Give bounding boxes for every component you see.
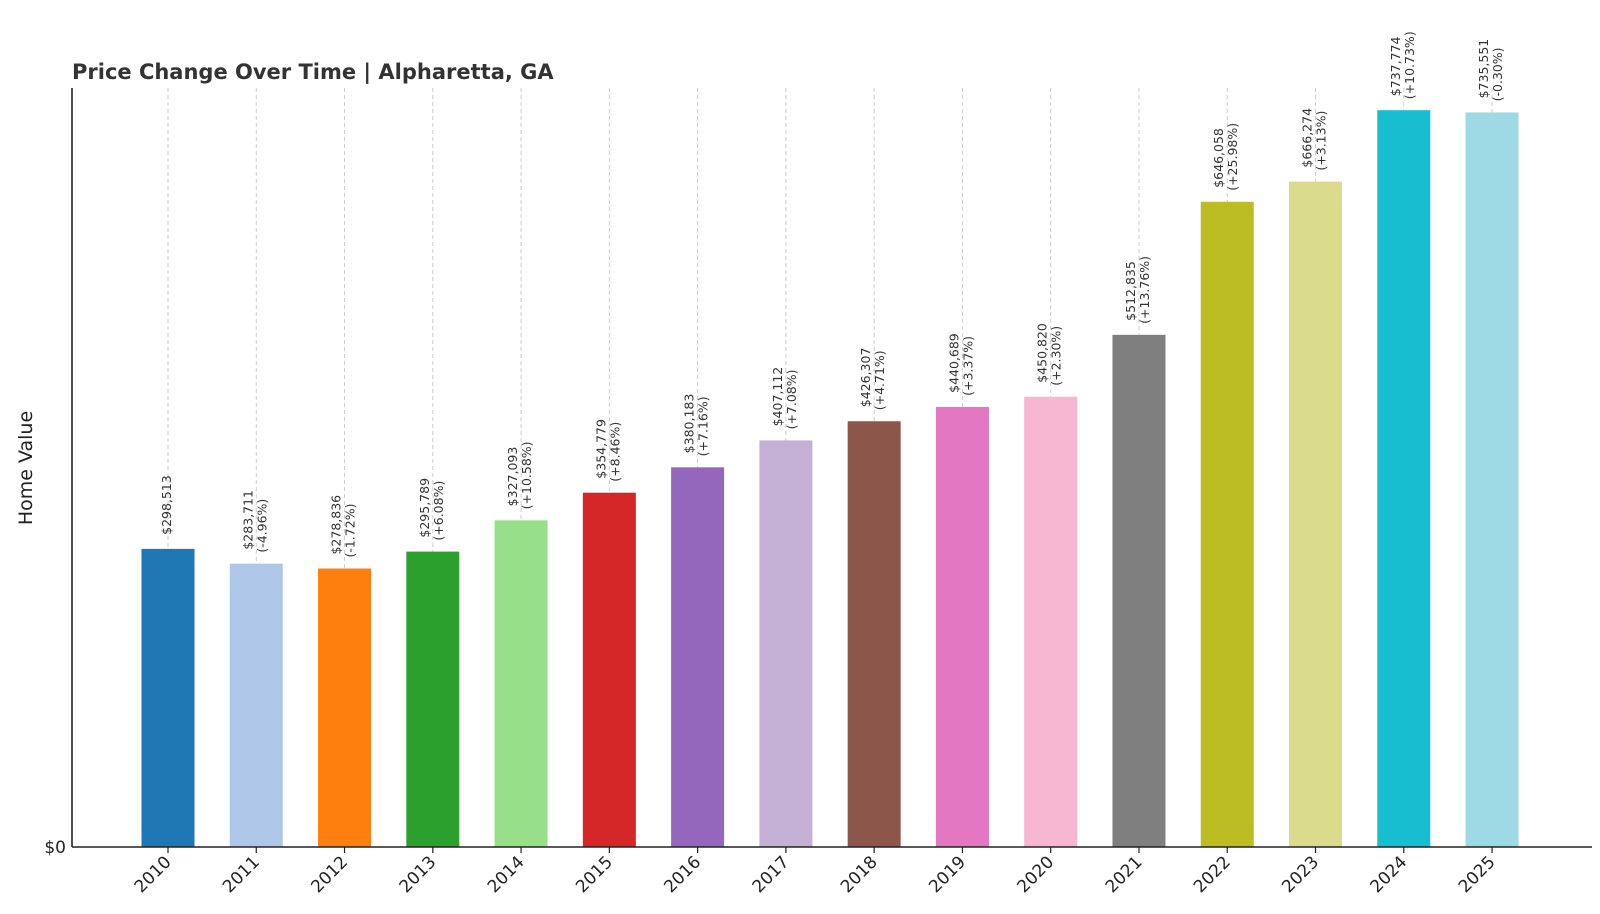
x-tick-label-2020: 2020	[1013, 852, 1058, 897]
x-tick-label-2016: 2016	[660, 852, 705, 897]
value-label-2014: $327,093	[505, 447, 520, 507]
value-label-2015: $354,779	[593, 419, 608, 479]
change-label-2024: (+10.73%)	[1402, 31, 1417, 99]
x-tick-label-2015: 2015	[572, 852, 617, 897]
bar-2024	[1377, 110, 1431, 847]
x-tick-label-2019: 2019	[925, 852, 970, 897]
change-label-2022: (+25.98%)	[1225, 123, 1240, 191]
change-label-2018: (+4.71%)	[872, 350, 887, 410]
change-label-2017: (+7.08%)	[784, 369, 799, 429]
change-label-2014: (+10.58%)	[519, 441, 534, 509]
x-tick-label-2025: 2025	[1455, 852, 1500, 897]
bar-2020	[1024, 396, 1078, 847]
bars	[141, 110, 1519, 848]
bar-2025	[1465, 112, 1519, 848]
bar-2021	[1112, 334, 1166, 848]
data-labels: $298,513 $283,711(-4.96%) $278,836 (-1.72%)…	[159, 31, 1505, 557]
bar-2022	[1200, 201, 1254, 848]
value-label-2019: $440,689	[946, 333, 961, 393]
y-tick-label-zero: $0	[44, 838, 66, 858]
x-tick-label-2012: 2012	[307, 852, 352, 897]
change-label-2019: (+3.37%)	[960, 336, 975, 396]
value-label-2021: $512,835	[1123, 261, 1138, 321]
bar-2023	[1289, 181, 1343, 848]
value-label-2011: $283,711	[240, 490, 255, 550]
x-tick-label-2011: 2011	[219, 852, 264, 897]
bar-2013	[406, 551, 460, 847]
change-label-2016: (+7.16%)	[696, 396, 711, 456]
change-label-2021: (+13.76%)	[1137, 256, 1152, 324]
x-tick-label-2013: 2013	[396, 852, 441, 897]
value-label-2024: $737,774	[1388, 37, 1403, 97]
axes: $0	[44, 88, 1592, 858]
x-tick-label-2018: 2018	[837, 852, 882, 897]
x-tick-labels: 2010 2011 2012 2013 2014 2015 2016 2017 2018 2019…	[131, 847, 1500, 897]
x-tick-label-2014: 2014	[484, 852, 529, 897]
change-label-2013: (+6.08%)	[431, 481, 446, 541]
bar-2017	[759, 440, 813, 847]
change-label-2015: (+8.46%)	[607, 422, 622, 482]
change-label-2023: (+3.13%)	[1314, 111, 1329, 171]
change-label-2012: (-1.72%)	[343, 504, 358, 558]
value-label-2020: $450,820	[1035, 323, 1050, 383]
x-tick-label-2010: 2010	[131, 852, 176, 897]
x-tick-label-2024: 2024	[1367, 852, 1412, 897]
change-label-2011: (-4.96%)	[254, 499, 269, 553]
bar-2011	[229, 563, 283, 847]
bar-2018	[847, 421, 901, 847]
value-label-2016: $380,183	[682, 394, 697, 454]
x-tick-label-2021: 2021	[1102, 852, 1147, 897]
bar-2016	[671, 467, 725, 847]
y-axis-label: Home Value	[15, 411, 37, 525]
bar-2015	[582, 492, 636, 847]
change-label-2025: (-0.30%)	[1490, 47, 1505, 101]
bar-2010	[141, 548, 195, 847]
value-label-2012: $278,836	[329, 495, 344, 555]
x-tick-label-2017: 2017	[749, 852, 794, 897]
value-label-2025: $735,551	[1476, 39, 1491, 99]
bar-2012	[318, 568, 372, 847]
value-label-2023: $666,274	[1300, 108, 1315, 168]
value-label-2018: $426,307	[858, 348, 873, 408]
value-label-2022: $646,058	[1211, 128, 1226, 188]
x-tick-label-2022: 2022	[1190, 852, 1235, 897]
value-label-2017: $407,112	[770, 367, 785, 427]
value-label-2013: $295,789	[417, 478, 432, 538]
value-label-2010: $298,513	[159, 475, 174, 535]
x-tick-label-2023: 2023	[1278, 852, 1323, 897]
bar-2019	[935, 406, 989, 847]
chart-title: Price Change Over Time | Alpharetta, GA	[72, 60, 554, 85]
change-label-2020: (+2.30%)	[1049, 326, 1064, 386]
bar-2014	[494, 520, 548, 847]
